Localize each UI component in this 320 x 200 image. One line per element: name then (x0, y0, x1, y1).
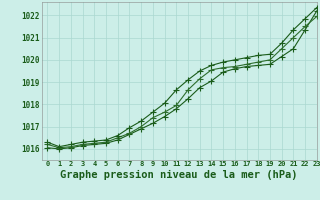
X-axis label: Graphe pression niveau de la mer (hPa): Graphe pression niveau de la mer (hPa) (60, 170, 298, 180)
